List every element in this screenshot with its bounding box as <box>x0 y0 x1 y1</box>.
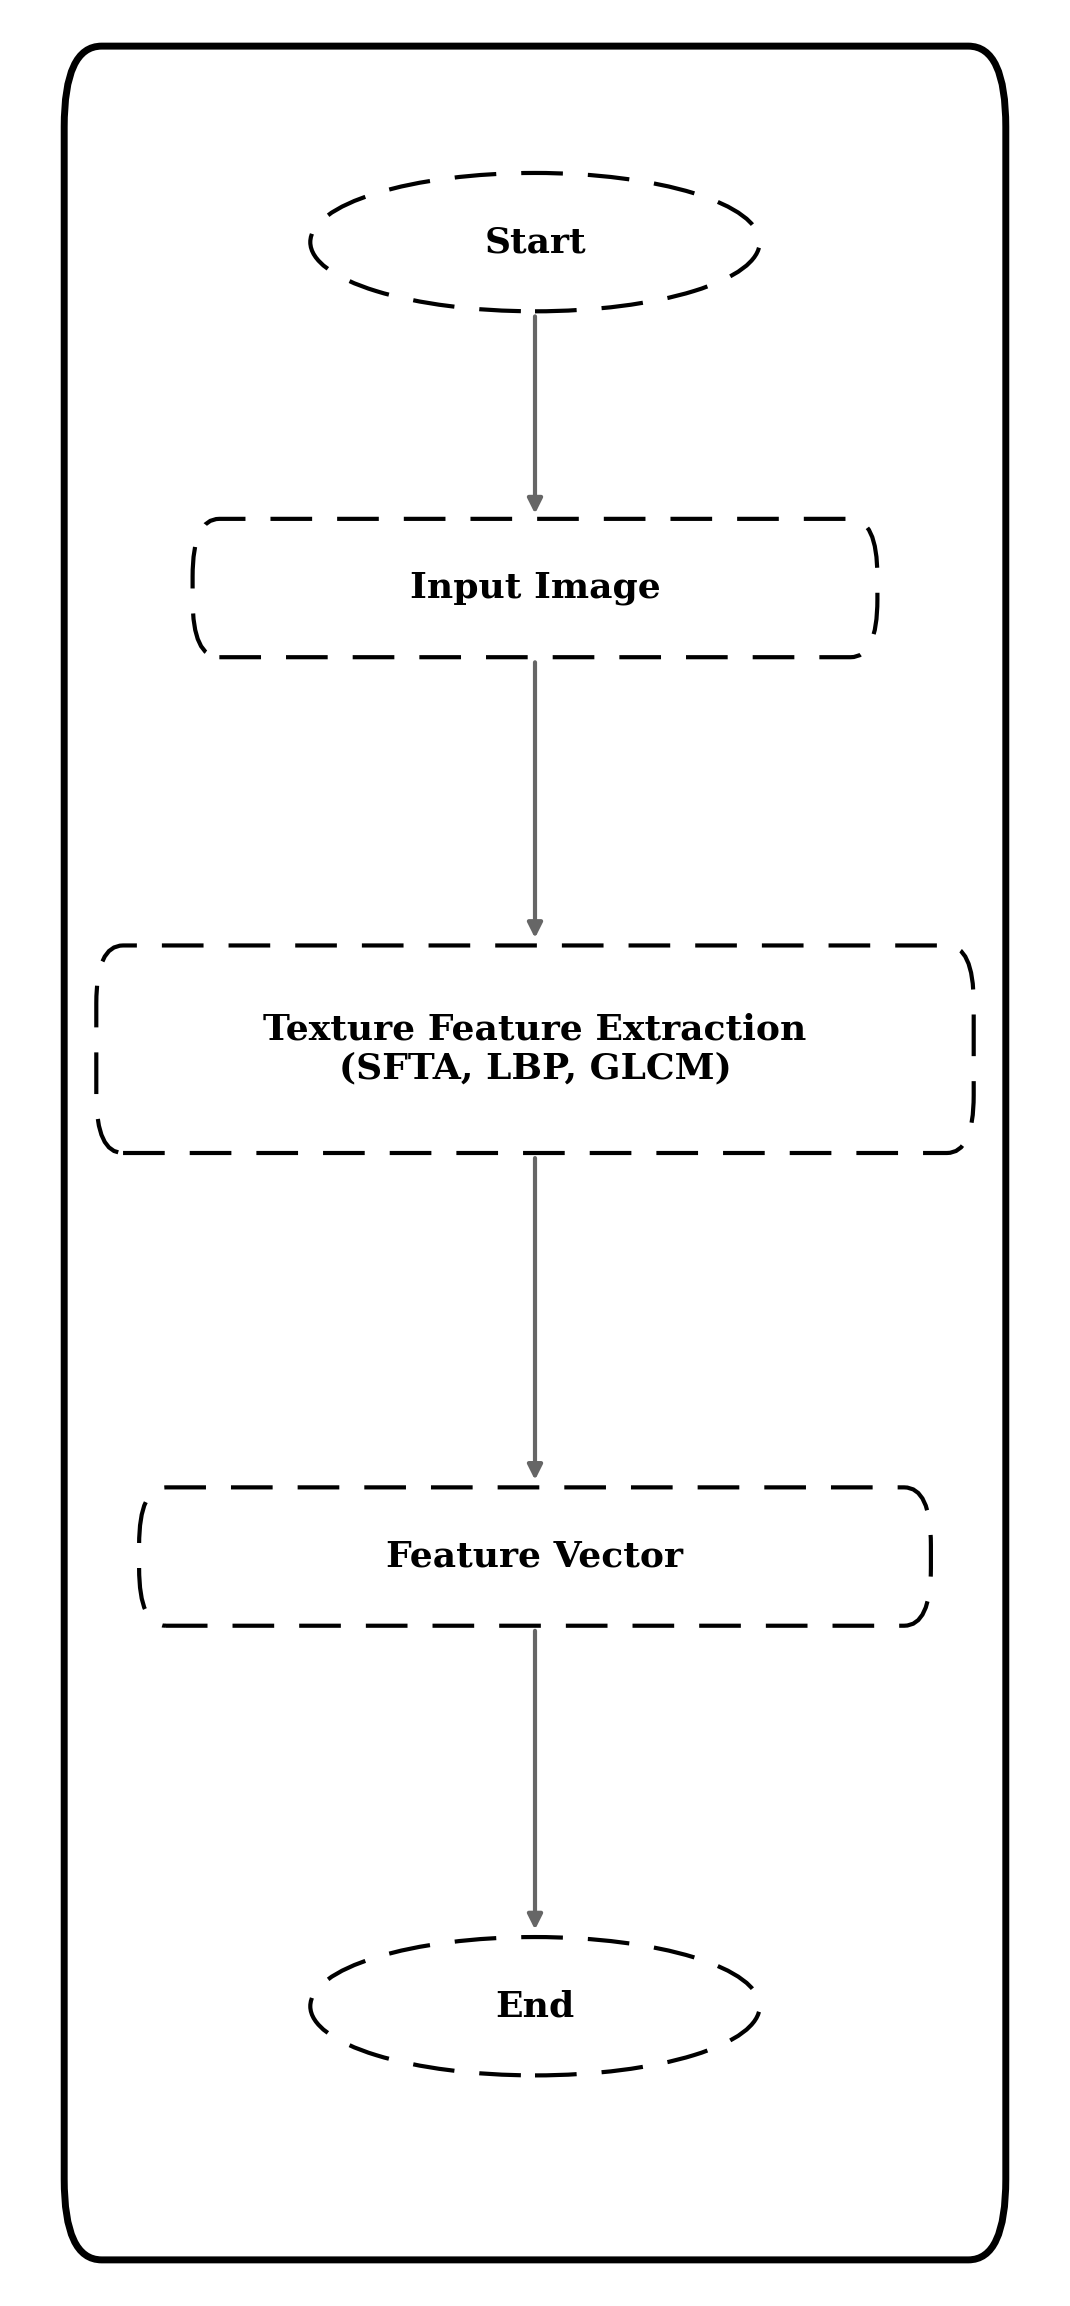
Text: Feature Vector: Feature Vector <box>386 1540 684 1573</box>
Text: Input Image: Input Image <box>410 572 660 604</box>
Text: Texture Feature Extraction
(SFTA, LBP, GLCM): Texture Feature Extraction (SFTA, LBP, G… <box>263 1012 807 1086</box>
FancyBboxPatch shape <box>64 46 1006 2260</box>
Text: End: End <box>495 1990 575 2022</box>
Text: Start: Start <box>485 226 585 258</box>
